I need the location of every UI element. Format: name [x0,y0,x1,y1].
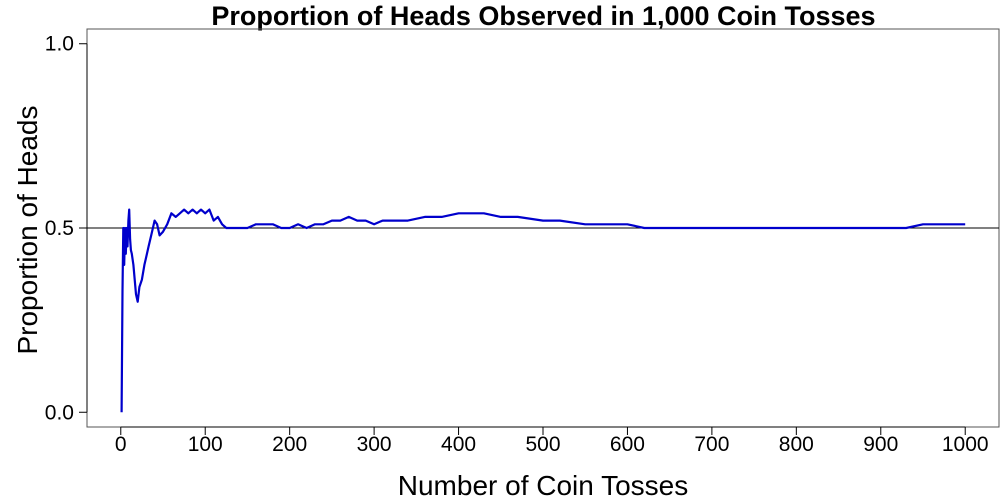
y-tick-label: 0.0 [45,401,74,424]
chart-title: Proportion of Heads Observed in 1,000 Co… [211,1,876,31]
y-tick-label: 0.5 [45,217,74,240]
x-tick-label: 300 [357,433,392,456]
x-tick-label: 800 [779,433,814,456]
x-tick-label: 900 [863,433,898,456]
y-tick-label: 1.0 [45,33,74,56]
x-tick-label: 500 [525,433,560,456]
x-tick-label: 200 [272,433,307,456]
x-tick-label: 0 [115,433,127,456]
x-tick-label: 400 [441,433,476,456]
series-line [120,208,966,413]
x-axis-label: Number of Coin Tosses [397,470,689,501]
x-tick-label: 700 [694,433,729,456]
x-tick-label: 1000 [942,433,989,456]
x-tick-label: 100 [188,433,223,456]
x-tick-label: 600 [610,433,645,456]
